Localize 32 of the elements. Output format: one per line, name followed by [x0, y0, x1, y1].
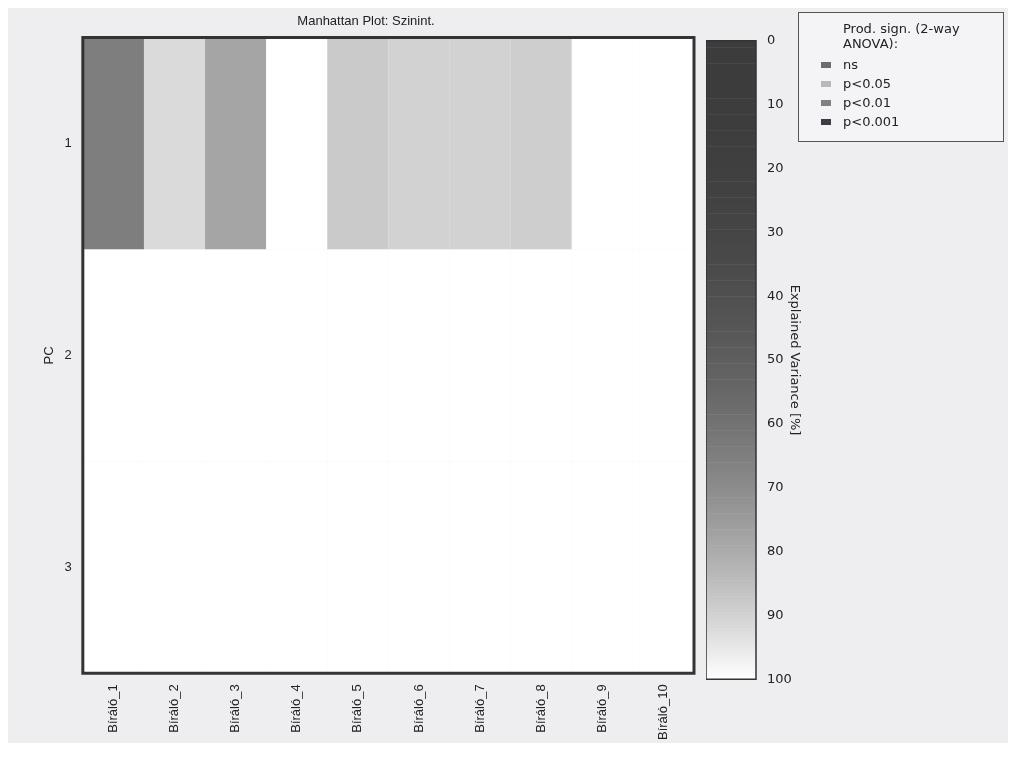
color-bar-title: Explained Variance [%] [787, 284, 803, 436]
x-tick-label: Bíráló_10 [655, 684, 671, 741]
x-tick-label: Bíráló_8 [532, 684, 548, 733]
color-bar-label: 50 [767, 351, 784, 367]
chart-title: Manhattan Plot: Szinint. [297, 13, 435, 29]
color-bar-label: 10 [767, 96, 784, 112]
color-bar-label: 90 [767, 606, 784, 622]
text: p<0.001 [843, 114, 900, 129]
color-bar-label: 0 [767, 32, 776, 48]
legend-title: Prod. sign. (2-way ANOVA): [843, 21, 961, 51]
x-tick-label: Bíráló_5 [349, 684, 365, 733]
x-tick-label: Bíráló_1 [104, 684, 120, 733]
text: ns [843, 57, 859, 72]
x-tick-label: Bíráló_9 [593, 684, 609, 733]
color-bar-label: 70 [767, 479, 784, 495]
x-tick-label: Bíráló_2 [166, 684, 182, 733]
text: p<0.05 [843, 76, 892, 91]
x-tick-label: Bíráló_6 [410, 684, 426, 733]
color-bar-label: 80 [767, 542, 784, 558]
color-bar-label: 30 [767, 223, 784, 239]
y-tick-label: 3 [64, 558, 72, 574]
y-tick-label: 1 [64, 135, 72, 151]
color-bar-label: 20 [767, 159, 784, 175]
x-tick-label: Bíráló_3 [227, 684, 243, 733]
y-axis-title: PC [41, 346, 57, 365]
color-bar-label: 40 [767, 287, 784, 303]
x-tick-label: Bíráló_7 [471, 684, 487, 733]
y-tick-label: 2 [64, 347, 72, 363]
x-tick-label: Bíráló_4 [288, 684, 304, 733]
color-bar-label: 100 [767, 670, 792, 686]
text: p<0.01 [843, 95, 892, 110]
color-bar-label: 60 [767, 415, 784, 431]
